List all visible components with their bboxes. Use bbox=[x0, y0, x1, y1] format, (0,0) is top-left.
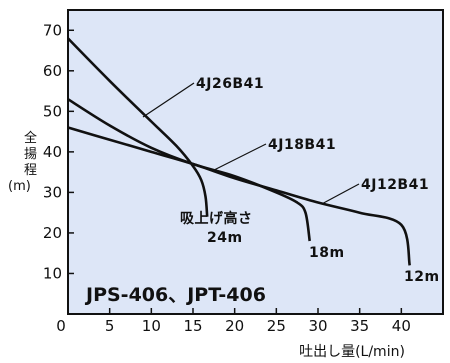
x-tick-label: 40 bbox=[392, 317, 411, 335]
end-label-18m: 18m bbox=[309, 245, 345, 261]
series-line-4J26B41 bbox=[67, 37, 209, 217]
y-tick-label: 70 bbox=[43, 21, 62, 39]
end-label-12m: 12m bbox=[404, 269, 440, 285]
y-tick-label: 50 bbox=[43, 102, 62, 120]
x-tick-label: 20 bbox=[225, 317, 244, 335]
series-layer bbox=[67, 37, 411, 266]
y-tick-label: 20 bbox=[43, 224, 62, 242]
x-tick-label: 0 bbox=[56, 317, 66, 335]
series-line-4J12B41 bbox=[67, 126, 411, 266]
plot-area bbox=[67, 9, 444, 315]
chart-title: JPS-406、JPT-406 bbox=[84, 284, 266, 306]
series-line-4J18B41 bbox=[67, 98, 311, 242]
x-axis-label: 吐出し量(L/min) bbox=[299, 344, 405, 360]
x-tick-label: 5 bbox=[105, 317, 115, 335]
y-axis-unit: (m) bbox=[8, 179, 31, 194]
y-tick-label: 40 bbox=[43, 143, 62, 161]
leader-line-4J12B41 bbox=[321, 183, 360, 205]
series-label-4J12B41: 4J12B41 bbox=[361, 177, 429, 193]
x-tick-label: 30 bbox=[308, 317, 327, 335]
x-tick-label: 35 bbox=[350, 317, 369, 335]
y-axis-label-char-1: 全 bbox=[24, 130, 37, 146]
series-label-4J26B41: 4J26B41 bbox=[196, 76, 264, 92]
y-tick-label: 60 bbox=[43, 62, 62, 80]
y-tick-label: 30 bbox=[43, 183, 62, 201]
axes: 0 5 10 15 20 25 30 35 40 10 20 30 40 50 60 70 bbox=[43, 21, 411, 335]
x-tick-label: 25 bbox=[267, 317, 286, 335]
leader-line-4J26B41 bbox=[142, 82, 195, 118]
leader-line-4J18B41 bbox=[213, 143, 267, 171]
y-tick-label: 10 bbox=[43, 264, 62, 282]
x-tick-label: 15 bbox=[183, 317, 202, 335]
end-label-24m: 24m bbox=[207, 230, 243, 246]
suction-lift-label: 吸上げ高さ bbox=[180, 210, 253, 227]
y-axis-label-char-3: 程 bbox=[24, 163, 37, 178]
series-label-4J18B41: 4J18B41 bbox=[268, 137, 336, 153]
x-tick-label: 10 bbox=[142, 317, 161, 335]
y-axis-label-char-2: 揚 bbox=[24, 146, 37, 162]
